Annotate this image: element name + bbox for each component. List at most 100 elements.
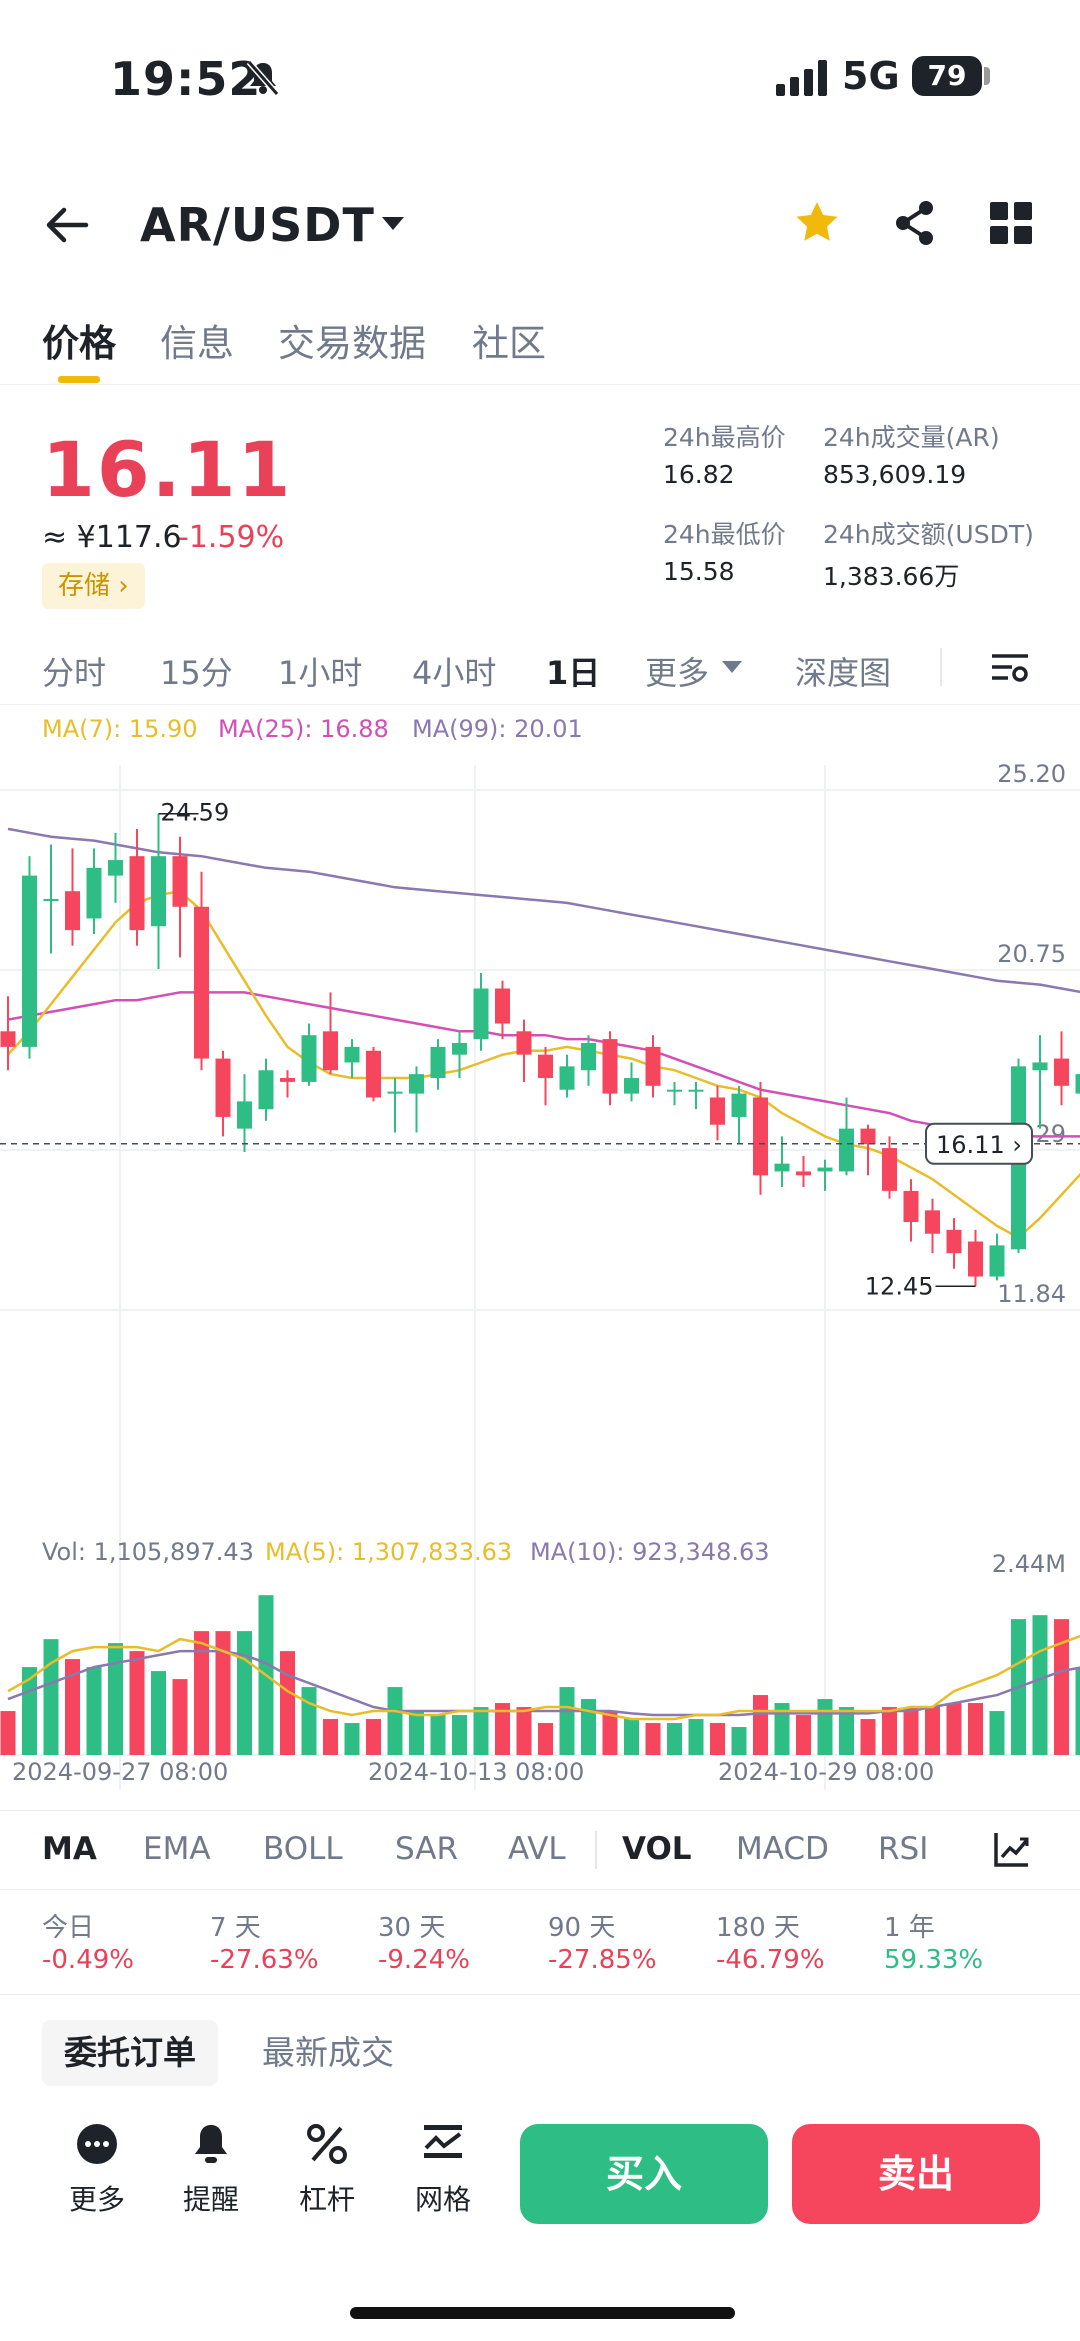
volume-bar bbox=[280, 1651, 295, 1755]
buy-button[interactable]: 买入 bbox=[520, 2124, 768, 2224]
chart-settings-icon[interactable] bbox=[988, 646, 1032, 690]
back-arrow-icon[interactable] bbox=[42, 200, 92, 250]
low-value: 15.58 bbox=[663, 557, 735, 586]
grid-label: 网格 bbox=[414, 2183, 471, 2216]
grid-icon[interactable] bbox=[990, 202, 1032, 244]
candle-body bbox=[559, 1066, 575, 1090]
indicator-macd[interactable]: MACD bbox=[736, 1831, 829, 1867]
candle-body bbox=[688, 1089, 704, 1092]
grid-trading-button[interactable]: 网格 bbox=[398, 2122, 488, 2218]
divider bbox=[940, 648, 942, 686]
candle-body bbox=[1075, 1074, 1080, 1094]
volume-bar bbox=[753, 1695, 768, 1755]
candle-body bbox=[22, 875, 37, 1047]
tab-community[interactable]: 社区 bbox=[472, 322, 546, 365]
star-icon[interactable] bbox=[792, 198, 842, 248]
indicator-ema[interactable]: EMA bbox=[143, 1831, 211, 1867]
volume-bar bbox=[344, 1723, 360, 1755]
candle-body bbox=[602, 1039, 618, 1094]
candle-body bbox=[710, 1097, 725, 1125]
mute-bell-icon bbox=[246, 60, 280, 96]
interval-15m[interactable]: 15分 bbox=[160, 654, 233, 692]
volume-bar bbox=[495, 1703, 510, 1755]
bottom-action-bar: 更多 提醒 杠杆 网格 买入 卖出 bbox=[0, 2110, 1080, 2250]
interval-1h[interactable]: 1小时 bbox=[278, 654, 363, 692]
candle-body bbox=[280, 1078, 295, 1082]
volume-bar bbox=[409, 1711, 424, 1755]
share-icon[interactable] bbox=[890, 198, 940, 248]
amount-label: 24h成交额(USDT) bbox=[823, 520, 1034, 549]
candle-body bbox=[667, 1089, 682, 1092]
candle-body bbox=[86, 867, 102, 919]
candle-body bbox=[774, 1163, 790, 1172]
more-icon bbox=[77, 2124, 117, 2164]
indicator-boll[interactable]: BOLL bbox=[263, 1831, 343, 1867]
volume-bar bbox=[1075, 1667, 1080, 1755]
leverage-button[interactable]: 杠杆 bbox=[282, 2122, 372, 2218]
perf-label: 今日 bbox=[42, 1913, 95, 1943]
low-label: 24h最低价 bbox=[663, 520, 786, 549]
candle-body bbox=[301, 1035, 317, 1082]
perf-label: 180 天 bbox=[716, 1913, 800, 1943]
depth-chart-button[interactable]: 深度图 bbox=[795, 654, 892, 692]
indicator-sar[interactable]: SAR bbox=[395, 1831, 458, 1867]
main-tabs: 价格 信息 交易数据 社区 bbox=[0, 305, 1080, 385]
leverage-label: 杠杆 bbox=[298, 2183, 355, 2216]
category-tag[interactable]: 存储 › bbox=[42, 563, 145, 609]
candle-body bbox=[1032, 1062, 1048, 1071]
grid-trading-icon bbox=[424, 2125, 462, 2158]
perf-label: 30 天 bbox=[378, 1913, 446, 1943]
indicator-avl[interactable]: AVL bbox=[508, 1831, 566, 1867]
indicator-ma[interactable]: MA bbox=[42, 1831, 97, 1867]
amount-value: 1,383.66万 bbox=[823, 562, 960, 591]
interval-more[interactable]: 更多 bbox=[645, 654, 710, 692]
pair-selector[interactable]: AR/USDT bbox=[140, 198, 375, 252]
ma99-legend: MA(99): 20.01 bbox=[412, 715, 583, 743]
volume-bar bbox=[387, 1687, 403, 1755]
tab-info[interactable]: 信息 bbox=[160, 322, 234, 365]
volume-bar bbox=[774, 1703, 790, 1755]
candle-body bbox=[129, 856, 145, 931]
indicator-settings-icon[interactable] bbox=[992, 1829, 1032, 1869]
candle-body bbox=[860, 1128, 876, 1145]
tab-latest-trades[interactable]: 最新成交 bbox=[262, 2033, 394, 2072]
volume-bar bbox=[65, 1659, 80, 1755]
sell-button[interactable]: 卖出 bbox=[792, 2124, 1040, 2224]
tab-trading-data[interactable]: 交易数据 bbox=[278, 322, 426, 365]
tab-indicator bbox=[58, 376, 100, 383]
volume-bar bbox=[194, 1631, 209, 1755]
status-bar: 19:52 5G 79 bbox=[0, 0, 1080, 160]
last-price: 16.11 bbox=[42, 425, 293, 514]
interval-1d[interactable]: 1日 bbox=[546, 654, 601, 692]
candle-body bbox=[323, 1031, 338, 1071]
volume-bar bbox=[667, 1723, 682, 1755]
indicator-vol[interactable]: VOL bbox=[622, 1831, 692, 1867]
chevron-down-icon[interactable] bbox=[722, 661, 742, 673]
volume-bar bbox=[538, 1723, 553, 1755]
interval-line[interactable]: 分时 bbox=[42, 654, 107, 692]
volume-bar bbox=[882, 1707, 897, 1755]
more-button[interactable]: 更多 bbox=[52, 2122, 142, 2218]
order-tabs: 委托订单 最新成交 bbox=[0, 2020, 1080, 2090]
tab-open-orders[interactable]: 委托订单 bbox=[42, 2020, 218, 2086]
perf-label: 90 天 bbox=[548, 1913, 616, 1943]
chevron-down-icon[interactable] bbox=[382, 217, 404, 230]
volume-bar bbox=[860, 1719, 876, 1755]
perf-value: 59.33% bbox=[884, 1945, 984, 1975]
indicator-rsi[interactable]: RSI bbox=[878, 1831, 929, 1867]
volume-bar bbox=[86, 1667, 102, 1755]
volume-bar bbox=[43, 1639, 59, 1755]
vol-ma5-legend: MA(5): 1,307,833.63 bbox=[265, 1538, 513, 1566]
volume-axis-label: 2.44M bbox=[992, 1550, 1066, 1578]
perf-value: -27.63% bbox=[210, 1945, 319, 1975]
volume-bar bbox=[151, 1671, 166, 1755]
volume-bar bbox=[731, 1727, 747, 1755]
volume-bar bbox=[602, 1711, 618, 1755]
cny-price: ≈ ¥117.6 bbox=[42, 520, 182, 555]
alert-button[interactable]: 提醒 bbox=[166, 2122, 256, 2218]
candle-body bbox=[366, 1050, 381, 1098]
interval-4h[interactable]: 4小时 bbox=[412, 654, 497, 692]
tab-price[interactable]: 价格 bbox=[42, 322, 116, 365]
